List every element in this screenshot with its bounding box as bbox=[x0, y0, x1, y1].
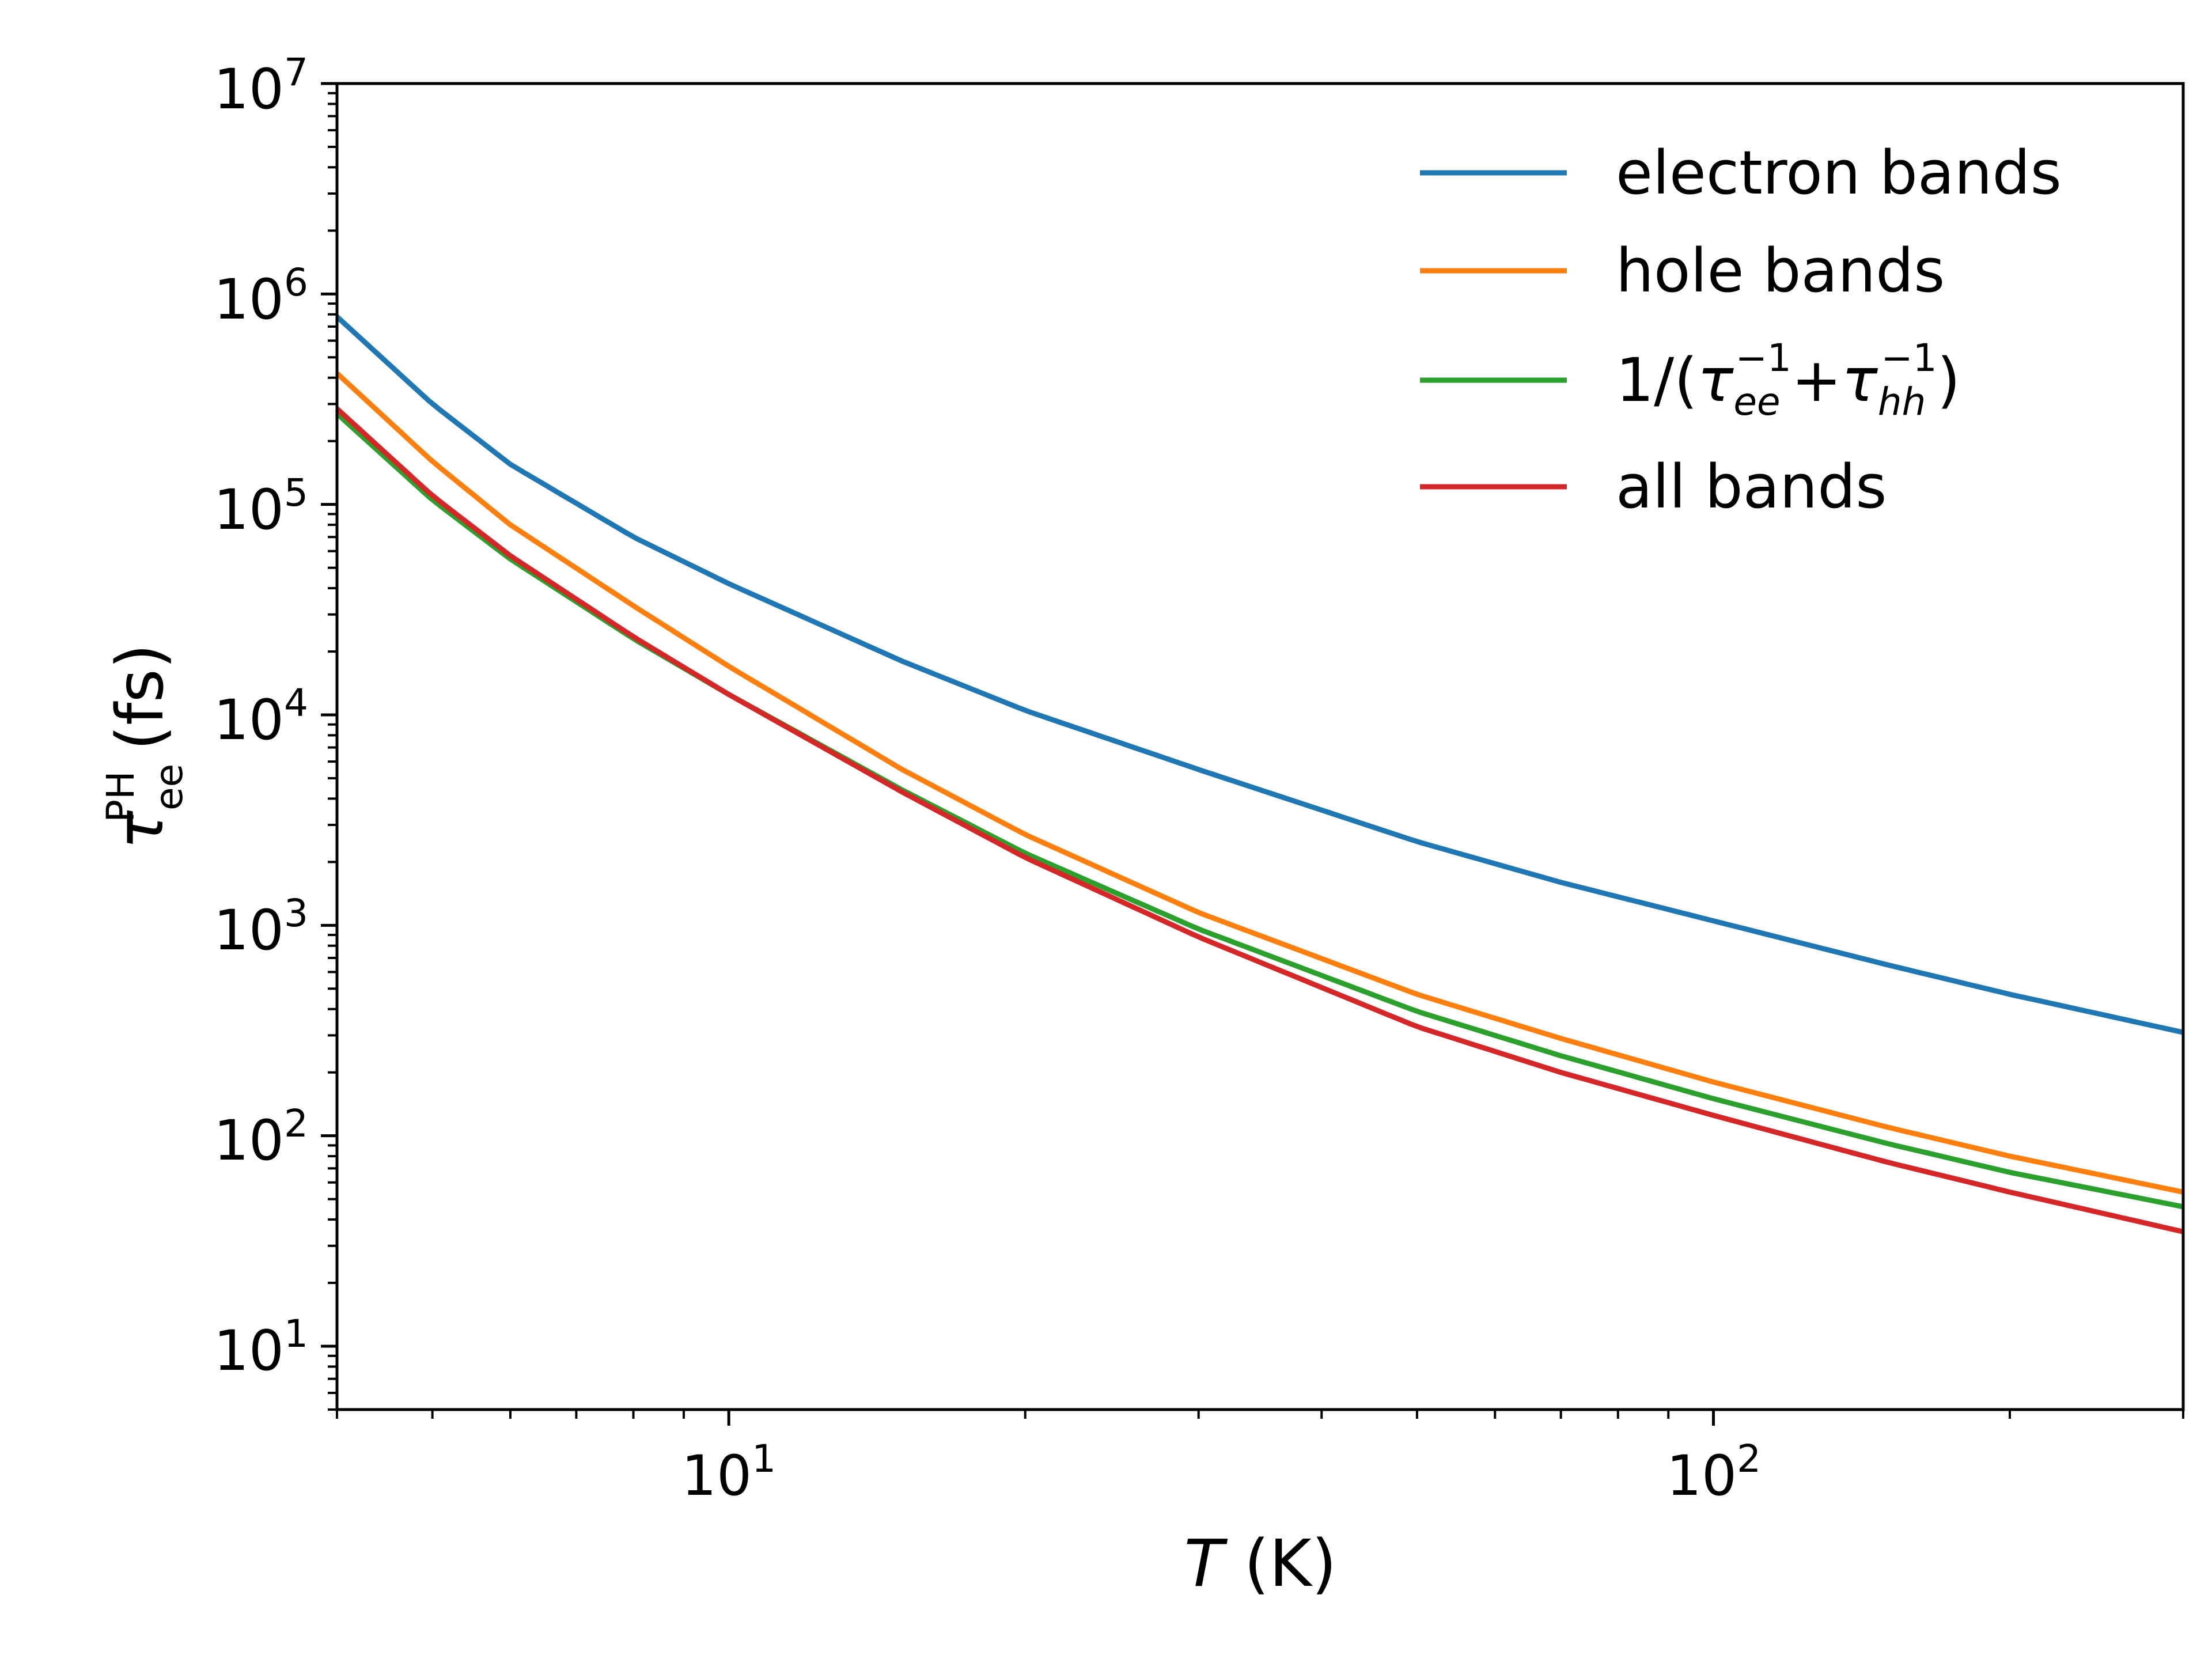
minor-ticks bbox=[328, 92, 2184, 1419]
y-tick-label: 106 bbox=[214, 260, 308, 332]
series-line-3 bbox=[335, 407, 2184, 1234]
legend-label-electron-bands: electron bands bbox=[1616, 138, 2062, 208]
x-axis-title: T (K) bbox=[1184, 1527, 1337, 1601]
y-tick-label: 107 bbox=[214, 50, 308, 122]
legend: electron bands hole bands 1/(τee−1+τhh−1… bbox=[1420, 138, 2062, 522]
series-line-1 bbox=[335, 371, 2184, 1195]
y-tick-label: 105 bbox=[214, 471, 308, 542]
x-tick-label: 102 bbox=[1666, 1437, 1761, 1508]
legend-label-all-bands: all bands bbox=[1616, 452, 1887, 522]
major-ticks bbox=[321, 82, 1715, 1426]
y-tick-label: 104 bbox=[214, 681, 308, 752]
legend-label-combined: 1/(τee−1+τhh−1) bbox=[1616, 336, 1960, 424]
legend-label-hole-bands: hole bands bbox=[1616, 236, 1945, 306]
y-tick-label: 101 bbox=[214, 1312, 308, 1383]
y-tick-label: 102 bbox=[214, 1101, 308, 1173]
series-line-0 bbox=[335, 315, 2184, 1035]
plot-frame bbox=[335, 82, 2185, 1411]
y-axis-title: τeePH (fs) bbox=[99, 644, 191, 850]
x-tick-label: 101 bbox=[681, 1437, 776, 1508]
plot-lines bbox=[335, 315, 2184, 1234]
y-tick-label: 103 bbox=[214, 891, 308, 963]
